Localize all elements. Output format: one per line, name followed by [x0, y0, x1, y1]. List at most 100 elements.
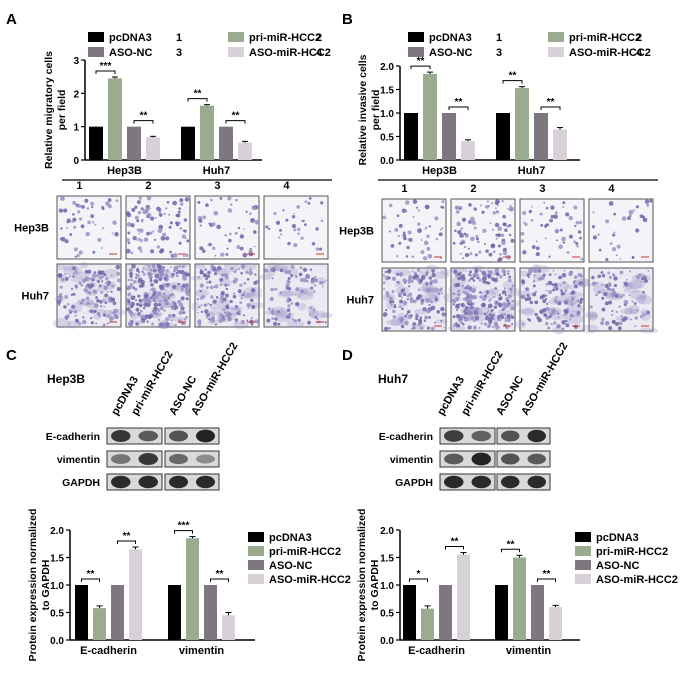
cell-dot	[112, 301, 117, 306]
cell-dot	[155, 295, 159, 299]
cell-dot	[479, 204, 482, 207]
cell-dot	[240, 264, 246, 269]
stain-blob	[473, 316, 486, 322]
cell-dot	[127, 278, 130, 282]
stain-blob	[532, 273, 544, 282]
cell-dot	[413, 273, 419, 279]
cell-dot	[149, 296, 152, 299]
cell-dot	[641, 277, 644, 281]
stain-blob	[76, 298, 94, 306]
stain-blob	[131, 320, 146, 325]
cell-dot	[81, 298, 85, 302]
cell-dot	[565, 323, 570, 328]
cell-dot	[611, 273, 615, 277]
significance-label: **	[216, 569, 224, 580]
cell-dot	[497, 226, 503, 232]
cell-dot	[636, 276, 640, 280]
legend-number: 2	[636, 32, 642, 44]
stain-blob	[587, 313, 598, 319]
cell-dot	[234, 318, 238, 322]
cell-dot	[416, 206, 419, 209]
cell-dot	[410, 328, 413, 330]
cell-dot	[493, 295, 496, 299]
cell-dot	[70, 310, 73, 313]
stain-blob	[275, 311, 295, 319]
stain-blob	[460, 307, 470, 314]
stain-blob	[149, 294, 168, 302]
stain-blob	[588, 311, 599, 321]
cell-dot	[204, 303, 208, 307]
cell-dot	[252, 230, 257, 234]
cell-dot	[549, 312, 553, 317]
cell-dot	[137, 277, 143, 283]
y-tick-label: 2.0	[380, 526, 394, 537]
cell-dot	[502, 214, 506, 219]
bar	[108, 78, 122, 160]
blot-row-label: vimentin	[57, 454, 100, 466]
cell-dot	[141, 270, 144, 273]
cell-dot	[456, 290, 459, 293]
cell-dot	[72, 293, 75, 296]
cell-dot	[175, 274, 179, 278]
cell-dot	[426, 308, 431, 314]
cell-dot	[396, 272, 400, 276]
cell-dot	[435, 237, 439, 241]
cell-dot	[224, 293, 229, 298]
cell-dot	[388, 327, 391, 330]
cell-dot	[434, 216, 439, 221]
stain-blob	[425, 264, 439, 272]
cell-dot	[138, 284, 143, 288]
cell-dot	[104, 293, 109, 298]
cell-dot	[159, 306, 164, 311]
cell-dot	[424, 204, 430, 210]
stain-blob	[394, 282, 404, 288]
cell-dot	[209, 285, 214, 290]
cell-dot	[642, 217, 648, 223]
cell-dot	[182, 274, 187, 279]
significance-label: **	[509, 71, 517, 82]
micrograph-frame	[381, 198, 447, 263]
cell-dot	[522, 210, 527, 216]
stain-blob	[521, 307, 536, 317]
cell-dot	[649, 199, 653, 203]
cell-dot	[487, 310, 490, 312]
cell-dot	[205, 277, 208, 281]
cell-dot	[106, 314, 111, 318]
cell-dot	[400, 288, 405, 293]
cell-dot	[163, 266, 166, 269]
cell-dot	[197, 200, 201, 204]
micrograph-column-label: 4	[283, 180, 290, 192]
stain-blob	[413, 308, 428, 315]
significance-label: **	[87, 569, 95, 580]
legend-swatch	[548, 32, 564, 42]
cell-dot	[483, 312, 487, 316]
cell-dot	[185, 272, 190, 277]
blot-band	[444, 453, 464, 465]
panel-letter-c: C	[6, 347, 17, 364]
cell-dot	[502, 247, 507, 252]
y-tick-label: 1.0	[380, 109, 394, 120]
cell-dot	[213, 210, 219, 216]
cell-dot	[103, 305, 106, 308]
cell-dot	[618, 321, 623, 326]
cell-dot	[546, 302, 549, 305]
legend-number: 2	[316, 32, 322, 44]
cell-dot	[481, 270, 486, 276]
blot-band	[169, 430, 188, 442]
cell-dot	[321, 285, 324, 288]
cell-dot	[469, 306, 473, 310]
micrograph-row-label: Huh7	[347, 295, 375, 307]
stain-blob	[293, 287, 309, 296]
cell-dot	[612, 233, 616, 237]
cell-dot	[126, 285, 131, 290]
y-tick-label: 1.0	[380, 581, 394, 592]
stain-blob	[548, 298, 561, 305]
cell-dot	[214, 254, 217, 257]
stain-blob	[517, 308, 534, 314]
significance-bracket	[448, 106, 469, 110]
cell-dot	[459, 314, 465, 319]
stain-blob	[448, 285, 467, 295]
cell-dot	[452, 303, 455, 306]
blot-band	[501, 430, 520, 442]
cell-dot	[425, 282, 429, 286]
